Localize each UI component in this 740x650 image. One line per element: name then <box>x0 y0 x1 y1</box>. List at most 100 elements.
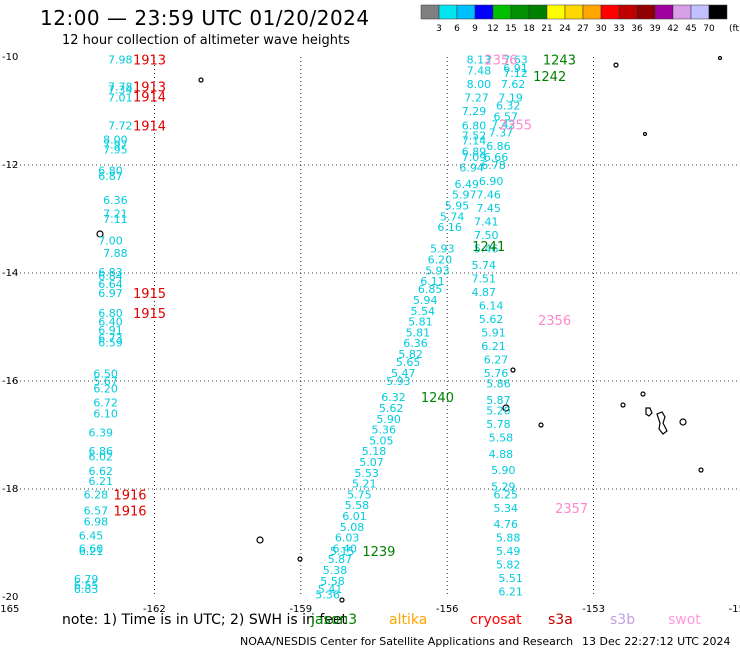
wave-height-value: 6.49 <box>454 178 479 191</box>
wave-height-value: 6.87 <box>98 170 123 183</box>
island-marker <box>510 367 516 373</box>
colorbar-tick-label: 45 <box>685 24 696 34</box>
chart-subtitle: 12 hour collection of altimeter wave hei… <box>62 33 350 48</box>
wave-height-value: 5.08 <box>340 521 365 534</box>
wave-height-value: 5.53 <box>354 467 379 480</box>
wave-height-value: 5.15 <box>330 545 355 558</box>
colorbar-tick-label: 42 <box>667 24 678 34</box>
wave-height-value: 7.00 <box>98 235 123 248</box>
island-marker <box>698 467 704 473</box>
wave-height-value: 7.62 <box>501 78 526 91</box>
wave-height-value: 5.47 <box>391 367 416 380</box>
series-track-east: 7.636.917.127.627.196.326.577.427.376.86… <box>472 54 528 599</box>
wave-height-value: 4.87 <box>472 286 497 299</box>
wave-height-value: 5.07 <box>359 456 384 469</box>
wave-height-value: 6.20 <box>428 254 453 267</box>
wave-height-value: 8.00 <box>103 134 128 147</box>
wave-height-value: 5.82 <box>496 559 521 572</box>
wave-height-value: 6.86 <box>88 445 113 458</box>
series-track-center: 8.137.488.007.277.29 6.807.527.146.897.09… <box>315 54 491 602</box>
colorbar-tick-label: 21 <box>541 24 552 34</box>
x-tick-label: -150 <box>729 604 740 615</box>
wave-height-value: 7.63 <box>503 54 528 67</box>
wave-height-value: 6.89 <box>462 146 487 159</box>
wave-height-value: 6.21 <box>79 545 104 558</box>
pass-time-label: 1242 <box>533 70 566 85</box>
wave-height-value: 6.57 <box>494 110 519 123</box>
island-marker <box>198 77 204 83</box>
island-marker <box>256 536 264 544</box>
wave-height-value: 6.39 <box>88 426 113 439</box>
island-marker <box>538 422 544 428</box>
wave-height-value: 4.76 <box>494 518 519 531</box>
wave-height-value: 5.86 <box>486 378 511 391</box>
footer-timestamp: 13 Dec 22:27:12 UTC 2024 <box>582 635 731 648</box>
island-marker <box>502 404 510 412</box>
wave-height-value: 6.32 <box>381 391 406 404</box>
x-tick-label: -162 <box>143 604 166 615</box>
wave-height-value: 5.74 <box>472 259 497 272</box>
pass-time-label: 1239 <box>362 545 395 560</box>
colorbar-tick-label: (ft) <box>729 24 740 34</box>
wave-height-value: 5.29 <box>491 480 516 493</box>
wave-height-value: 7.46 <box>476 189 501 202</box>
wave-height-value: 5.87 <box>328 553 353 566</box>
y-tick-label: -12 <box>2 160 18 171</box>
wave-height-value: 5.90 <box>376 413 401 426</box>
wave-height-value: 5.41 <box>318 583 343 596</box>
wave-height-value: 7.42 <box>491 119 516 132</box>
island-marker <box>96 230 104 238</box>
pass-time-label: 1913 <box>133 81 166 96</box>
wave-height-value: 5.21 <box>352 478 377 491</box>
island-marker <box>620 402 626 408</box>
colorbar-swatch <box>708 4 728 20</box>
pass-time-label: 2356 <box>484 54 517 69</box>
wave-height-value: 6.98 <box>84 515 109 528</box>
wave-height-value: 6.91 <box>503 62 528 75</box>
wave-height-value: 5.18 <box>362 445 387 458</box>
wave-height-value: 6.84 <box>98 270 123 283</box>
wave-height-value: 5.67 <box>93 375 118 388</box>
wave-height-value: 5.82 <box>398 348 423 361</box>
y-tick-label: -10 <box>2 52 18 63</box>
wave-height-value: 5.87 <box>486 394 511 407</box>
island-marker <box>297 556 303 562</box>
wave-height-value: 5.05 <box>369 434 394 447</box>
wave-height-value: 5.97 <box>452 189 477 202</box>
wave-height-value: 7.34 <box>108 83 133 96</box>
wave-height-value: 5.58 <box>489 432 514 445</box>
colorbar-tick-label: 9 <box>472 24 478 34</box>
wave-height-value: 6.28 <box>84 488 109 501</box>
wave-height-value: 6.14 <box>479 299 504 312</box>
wave-height-value: 5.95 <box>445 200 470 213</box>
colorbar-tick-label: 3 <box>436 24 442 34</box>
pass-time-label: 1915 <box>133 287 166 302</box>
wave-height-value: 6.90 <box>479 175 504 188</box>
wave-height-value: 6.10 <box>93 407 118 420</box>
wave-height-value: 5.94 <box>413 294 438 307</box>
wave-height-value: 6.40 <box>98 316 123 329</box>
y-tick-label: -16 <box>2 376 18 387</box>
wave-height-value: 7.72 <box>108 120 133 133</box>
satellite-label-altika: altika <box>389 612 428 628</box>
wave-height-value: 6.27 <box>484 353 509 366</box>
wave-height-value: 6.80 <box>98 164 123 177</box>
wave-height-value: 8.13 <box>467 54 492 67</box>
wave-height-value: 6.50 <box>93 367 118 380</box>
wave-height-value: 7.09 <box>462 151 487 164</box>
wave-height-value: 6.83 <box>98 266 123 279</box>
wave-height-value: 6.25 <box>494 488 519 501</box>
wave-height-value: 7.29 <box>462 105 487 118</box>
wave-height-value: 6.79 <box>74 573 99 586</box>
wave-height-value: 6.80 <box>462 120 487 133</box>
pass-time-label: 2356 <box>538 314 571 329</box>
island-marker <box>613 62 619 68</box>
x-tick-label: -153 <box>582 604 605 615</box>
wave-height-value: 8.00 <box>467 78 492 91</box>
x-tick-label: -165 <box>0 604 19 615</box>
x-tick-label: -156 <box>436 604 459 615</box>
colorbar-tick-label: 27 <box>577 24 588 34</box>
wave-height-value: 7.41 <box>474 216 499 229</box>
wave-height-value: 7.37 <box>489 127 514 140</box>
